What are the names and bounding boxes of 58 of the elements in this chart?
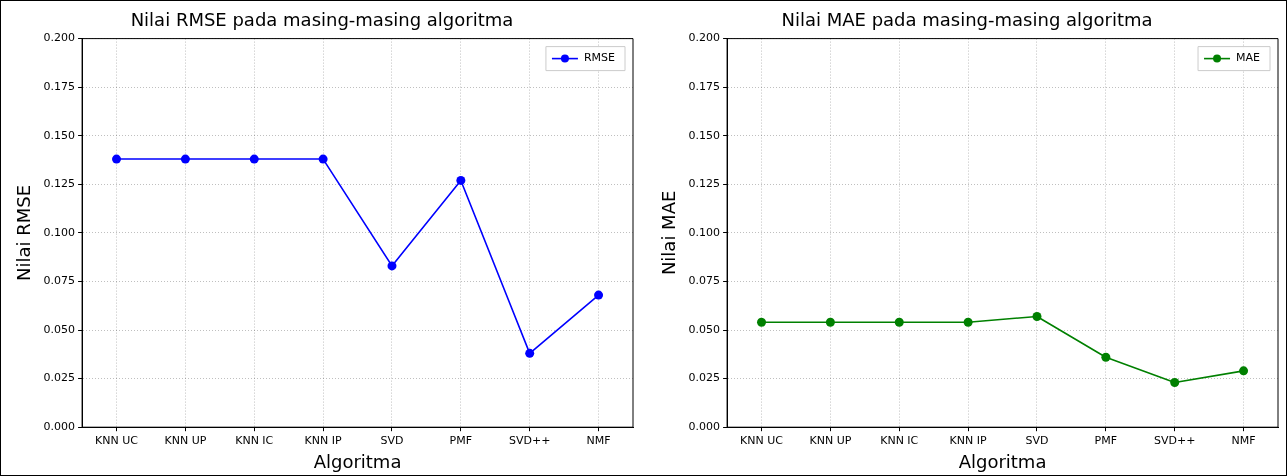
point [249,154,259,164]
y-tick-label: 0.200 [43,31,76,45]
x-tick-label: SVD++ [1153,433,1196,447]
x-tick-label: KNN IC [235,433,274,447]
point [894,317,904,327]
y-axis-title: Nilai MAE [658,190,680,276]
x-tick-label: KNN UC [740,433,784,447]
point [1239,366,1249,376]
x-tick-label: NMF [1231,433,1256,447]
y-tick-label: 0.050 [688,322,721,336]
chart-title: Nilai RMSE pada masing-masing algoritma [130,9,514,31]
x-axis-title: Algoritma [958,450,1047,472]
x-tick-label: SVD [1025,433,1049,447]
y-tick-label: 0.125 [688,177,721,191]
point [1101,352,1111,362]
legend-label: MAE [1236,51,1261,65]
y-tick-label: 0.125 [43,177,76,191]
legend-label: RMSE [583,51,616,65]
y-tick-label: 0.100 [43,225,76,239]
x-tick-label: PMF [449,433,473,447]
x-tick-label: KNN UP [164,433,207,447]
x-tick-label: SVD++ [508,433,551,447]
y-tick-label: 0.075 [688,274,721,288]
point [387,261,397,271]
y-tick-label: 0.175 [43,80,76,94]
point [1032,311,1042,321]
point [456,175,466,185]
x-tick-label: KNN UP [809,433,852,447]
point [180,154,190,164]
point [757,317,767,327]
chart-title: Nilai MAE pada masing-masing algoritma [781,9,1153,31]
y-tick-label: 0.150 [43,128,76,142]
point [112,154,122,164]
y-tick-label: 0.175 [688,80,721,94]
x-tick-label: KNN IP [949,433,987,447]
y-tick-label: 0.050 [43,322,76,336]
x-tick-label: KNN UC [95,433,139,447]
point [594,290,604,300]
x-tick-label: NMF [586,433,611,447]
y-tick-label: 0.100 [688,225,721,239]
x-tick-label: PMF [1094,433,1118,447]
point [525,348,535,358]
point [963,317,973,327]
point [825,317,835,327]
point [318,154,328,164]
y-tick-label: 0.150 [688,128,721,142]
x-tick-label: KNN IP [304,433,342,447]
y-tick-label: 0.000 [688,420,721,434]
y-tick-label: 0.200 [688,31,721,45]
y-tick-label: 0.025 [688,371,721,385]
y-tick-label: 0.025 [43,371,76,385]
x-tick-label: KNN IC [880,433,919,447]
y-tick-label: 0.075 [43,274,76,288]
y-tick-label: 0.000 [43,420,76,434]
y-axis-title: Nilai RMSE [13,184,35,281]
x-tick-label: SVD [380,433,404,447]
x-axis-title: Algoritma [313,450,402,472]
point [1170,378,1180,388]
